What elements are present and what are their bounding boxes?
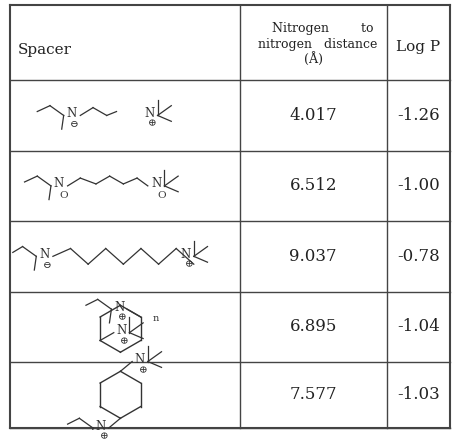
Text: nitrogen   distance: nitrogen distance [258,38,377,51]
Text: 9.037: 9.037 [289,248,336,265]
Text: ⊕: ⊕ [118,313,126,323]
Text: ⊕: ⊕ [148,120,157,129]
Text: ⊖: ⊖ [43,260,51,270]
Text: -1.03: -1.03 [396,386,439,403]
Text: N: N [116,324,127,337]
Text: N: N [95,420,106,433]
Text: 6.512: 6.512 [289,177,336,194]
Text: n: n [152,315,159,323]
Text: Nitrogen        to: Nitrogen to [272,22,373,35]
Text: O: O [157,191,165,200]
Text: 4.017: 4.017 [289,107,336,124]
Text: -1.26: -1.26 [396,107,439,124]
Text: O: O [59,191,68,200]
Text: N: N [144,107,155,120]
Text: ⊕: ⊕ [99,433,108,440]
Text: ⊕: ⊕ [138,366,147,375]
Text: N: N [180,248,190,261]
Text: N: N [39,248,49,261]
Text: ⊕: ⊕ [184,260,193,270]
Text: -1.04: -1.04 [396,318,439,335]
Text: Spacer: Spacer [17,44,72,57]
Text: 7.577: 7.577 [289,386,336,403]
Text: (Å): (Å) [303,52,322,66]
Text: ⊕: ⊕ [120,337,129,346]
Text: 6.895: 6.895 [289,318,336,335]
Text: N: N [54,177,64,191]
Text: N: N [134,353,145,366]
Text: Log P: Log P [395,40,439,55]
Text: -0.78: -0.78 [396,248,439,265]
Text: N: N [114,301,124,314]
Text: N: N [66,107,77,120]
Text: N: N [151,177,162,191]
Text: ⊖: ⊖ [70,120,78,129]
Text: -1.00: -1.00 [396,177,439,194]
